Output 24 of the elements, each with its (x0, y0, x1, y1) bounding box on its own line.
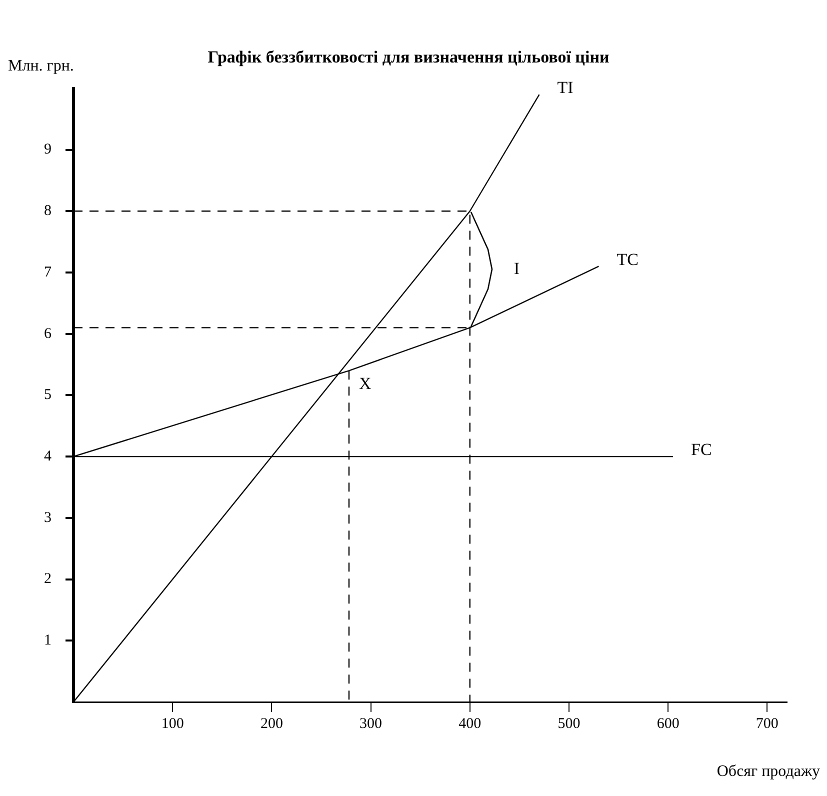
y-tick-label: 3 (44, 510, 52, 526)
x-tick-label: 400 (458, 716, 482, 732)
y-axis-title: Млн. грн. (8, 58, 74, 75)
x-tick-label: 200 (260, 716, 283, 732)
y-tick-label: 2 (44, 571, 52, 588)
y-tick-label: 4 (44, 448, 52, 464)
y-tick-label: 1 (44, 632, 52, 649)
x-tick-label: 500 (558, 716, 580, 732)
y-tick-label: 6 (44, 326, 52, 342)
series-label: FC (691, 440, 712, 460)
series-label: TC (616, 250, 638, 269)
y-tick-label: 5 (44, 387, 52, 404)
x-tick-label: 600 (656, 716, 680, 732)
x-tick-label: 300 (360, 716, 382, 732)
annotation: X (358, 374, 372, 394)
annotation: I (514, 258, 520, 278)
x-tick-label: 100 (161, 716, 184, 732)
y-tick-label: 7 (44, 264, 52, 280)
y-tick-label: 9 (44, 142, 52, 158)
y-tick-label: 8 (44, 203, 52, 220)
x-axis-title: Обсяг продажу (716, 763, 820, 780)
series-label: TI (557, 78, 574, 98)
x-tick-label: 700 (756, 716, 778, 732)
chart-title: Графік беззбитковості для визначення цільової ціни (208, 48, 610, 67)
